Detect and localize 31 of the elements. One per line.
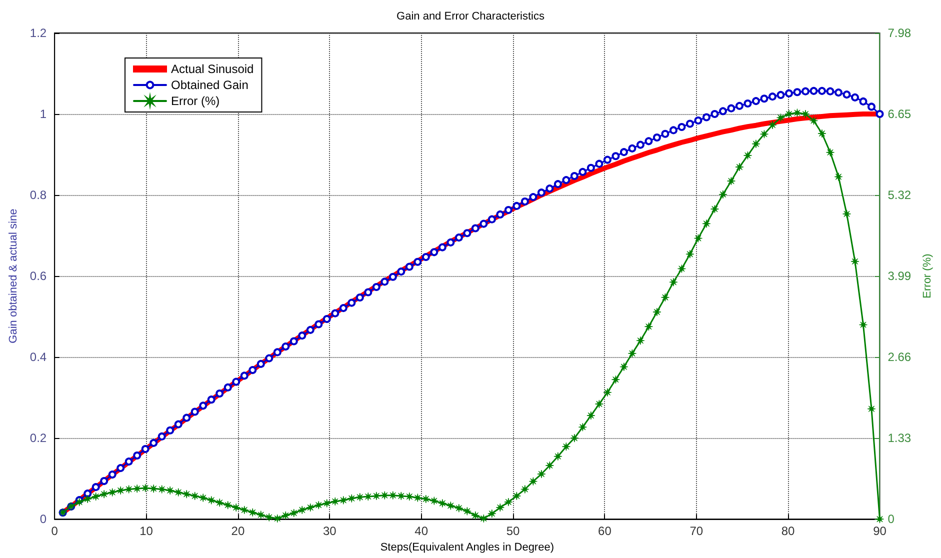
- y2-tick-label: 2.66: [888, 350, 912, 364]
- y-tick-label: 1: [40, 107, 47, 122]
- x-tick-label: 20: [231, 524, 245, 538]
- y2-tick-label: 5.32: [888, 188, 912, 202]
- y2-tick-label: 7.98: [888, 26, 912, 40]
- y-tick-label: 0.8: [30, 188, 47, 202]
- y2-tick-label: 3.99: [888, 269, 912, 284]
- legend-label: Obtained Gain: [171, 78, 248, 92]
- x-axis-title: Steps(Equivalent Angles in Degree): [380, 542, 554, 554]
- y-axis-title: Gain obtained & actual sine: [8, 208, 20, 344]
- y-tick-label: 0.2: [30, 431, 47, 446]
- y-tick-label: 0.4: [30, 350, 47, 364]
- x-tick-label: 50: [506, 524, 520, 538]
- legend-label: Error (%): [171, 94, 220, 108]
- y2-tick-label: 6.65: [888, 107, 912, 122]
- y2-axis-title: Error (%): [922, 254, 934, 298]
- x-tick-label: 60: [598, 524, 612, 538]
- y2-tick-label: 1.33: [888, 431, 912, 446]
- chart-title: Gain and Error Characteristics: [396, 10, 545, 22]
- y2-tick-label: 0: [888, 512, 895, 526]
- y-tick-label: 1.2: [30, 26, 47, 40]
- legend-label: Actual Sinusoid: [171, 62, 254, 76]
- y-tick-label: 0: [40, 512, 47, 526]
- x-tick-label: 80: [781, 524, 796, 538]
- x-tick-label: 30: [322, 524, 337, 538]
- x-tick-label: 40: [414, 524, 428, 538]
- y-tick-label: 0.6: [30, 269, 47, 284]
- x-tick-label: 90: [873, 524, 887, 538]
- x-tick-label: 70: [690, 524, 704, 538]
- x-tick-label: 0: [51, 524, 58, 538]
- x-tick-label: 10: [140, 524, 154, 538]
